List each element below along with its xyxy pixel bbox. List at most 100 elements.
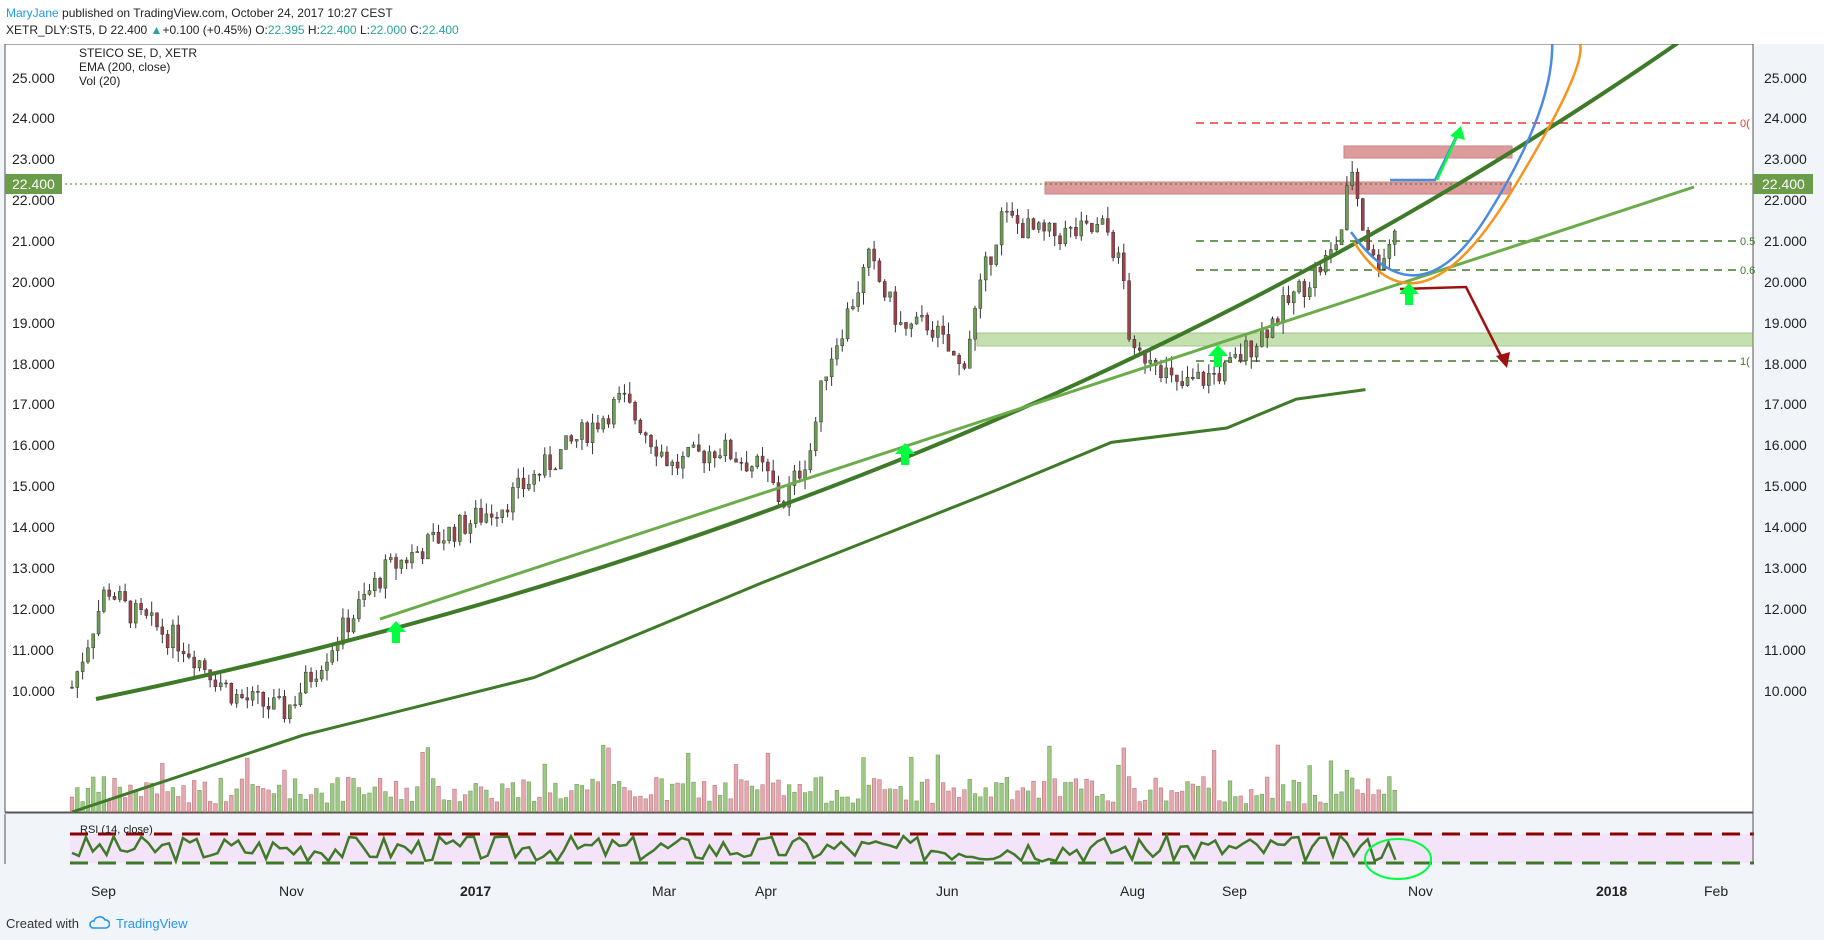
y-tick-label: 21.000 xyxy=(12,233,55,249)
tradingview-cloud-icon[interactable] xyxy=(88,915,110,929)
volume-bar xyxy=(802,792,808,813)
candle-body xyxy=(1037,222,1041,230)
candle-body xyxy=(596,422,600,430)
candle-body xyxy=(1132,339,1137,349)
volume-bar xyxy=(1196,785,1201,813)
volume-bar xyxy=(1254,795,1259,813)
volume-bar xyxy=(223,801,229,813)
volume-bar xyxy=(213,803,218,813)
candle-body xyxy=(654,446,659,457)
candle-body xyxy=(1286,295,1291,304)
volume-bar xyxy=(627,790,632,813)
volume-bar xyxy=(606,747,611,813)
volume-bar xyxy=(1079,788,1084,813)
volume-bar xyxy=(1073,778,1079,813)
ohlc-line: XETR_DLY:ST5, D 22.400 ▲+0.100 (+0.45%) … xyxy=(6,23,459,37)
candle-body xyxy=(458,514,462,542)
volume-bar xyxy=(1307,765,1312,813)
candle-body xyxy=(96,611,101,635)
candle-body xyxy=(532,473,536,485)
candle-body xyxy=(277,696,281,698)
volume-bar xyxy=(935,754,940,813)
volume-bar xyxy=(1334,793,1339,813)
volume-bar xyxy=(208,801,213,813)
volume-bar xyxy=(340,801,346,813)
volume-bar xyxy=(1286,801,1291,813)
candle-body xyxy=(1249,340,1254,358)
volume-bar xyxy=(149,782,154,813)
candle-body xyxy=(946,334,951,352)
tradingview-link[interactable]: TradingView xyxy=(116,916,188,931)
candle-body xyxy=(473,507,478,524)
candle-body xyxy=(553,468,558,471)
author-link[interactable]: MaryJane xyxy=(6,6,59,20)
rsi-band xyxy=(70,834,1754,863)
volume-bar xyxy=(1339,791,1344,813)
volume-bar xyxy=(632,796,638,813)
candle-body xyxy=(1392,230,1397,245)
volume-bar xyxy=(553,782,558,813)
candle-body xyxy=(447,526,451,541)
volume-bar xyxy=(1010,799,1015,813)
rsi-highlight-circle xyxy=(1364,838,1432,880)
y-tick-label: 17.000 xyxy=(1764,396,1807,412)
volume-bar xyxy=(882,789,887,813)
candle-body xyxy=(1127,280,1131,340)
volume-bar xyxy=(1344,769,1349,813)
candle-body xyxy=(75,671,80,688)
candle-body xyxy=(229,683,234,704)
volume-bar xyxy=(494,801,500,813)
volume-bar xyxy=(399,799,404,813)
y-tick-label: 15.000 xyxy=(1764,478,1807,494)
volume-bar xyxy=(749,785,755,813)
candle-body xyxy=(309,671,313,682)
volume-bar xyxy=(266,789,271,813)
candle-body xyxy=(867,248,871,268)
volume-bar xyxy=(261,788,266,813)
candle-body xyxy=(925,314,929,331)
x-tick-label: Jun xyxy=(936,883,959,899)
candle-body xyxy=(760,455,765,463)
volume-bar xyxy=(834,790,840,813)
volume-bar xyxy=(462,794,468,813)
price-chart[interactable]: RSI (14, close) 0( 0.5 0.6 1( 25.000 24.… xyxy=(0,44,1824,906)
volume-bar xyxy=(1259,793,1264,813)
volume-bar xyxy=(314,788,319,813)
candle-body xyxy=(1302,281,1307,298)
candle-body xyxy=(1281,295,1285,324)
candle-body xyxy=(1233,354,1238,358)
volume-bar xyxy=(1063,782,1068,813)
volume-bar xyxy=(558,798,563,813)
volume-bar xyxy=(1111,801,1116,813)
y-axis-right: 25.000 24.000 23.000 22.000 21.000 20.00… xyxy=(1764,70,1807,699)
candle-body xyxy=(537,473,542,476)
volume-bar xyxy=(500,783,505,813)
volume-bar xyxy=(1031,780,1036,813)
candle-body xyxy=(495,517,499,519)
candle-body xyxy=(303,671,308,694)
volume-bar xyxy=(967,779,972,813)
candle-body xyxy=(1191,376,1195,379)
low-value: 22.000 xyxy=(369,23,407,37)
candle-body xyxy=(410,552,414,564)
y-tick-label: 11.000 xyxy=(1764,642,1806,658)
candle-body xyxy=(1100,218,1105,225)
candle-body xyxy=(1318,266,1323,273)
candle-body xyxy=(346,617,350,633)
support-zone xyxy=(976,332,1754,347)
candle-body xyxy=(856,292,860,307)
open-label: O: xyxy=(255,23,268,37)
fib-label-0: 0( xyxy=(1740,118,1750,130)
x-axis: Sep Nov 2017 Mar Apr Jun Aug Sep Nov 201… xyxy=(91,883,1728,899)
volume-bar xyxy=(510,782,515,813)
volume-bar xyxy=(1137,801,1142,813)
candle-body xyxy=(601,418,605,430)
volume-bar xyxy=(277,784,282,813)
candle-body xyxy=(803,469,807,479)
candle-body xyxy=(319,670,324,680)
x-tick-label: Mar xyxy=(652,883,676,899)
volume-bar xyxy=(824,802,829,813)
candle-body xyxy=(373,578,377,591)
candle-body xyxy=(1270,318,1275,338)
high-label: H: xyxy=(307,23,320,37)
